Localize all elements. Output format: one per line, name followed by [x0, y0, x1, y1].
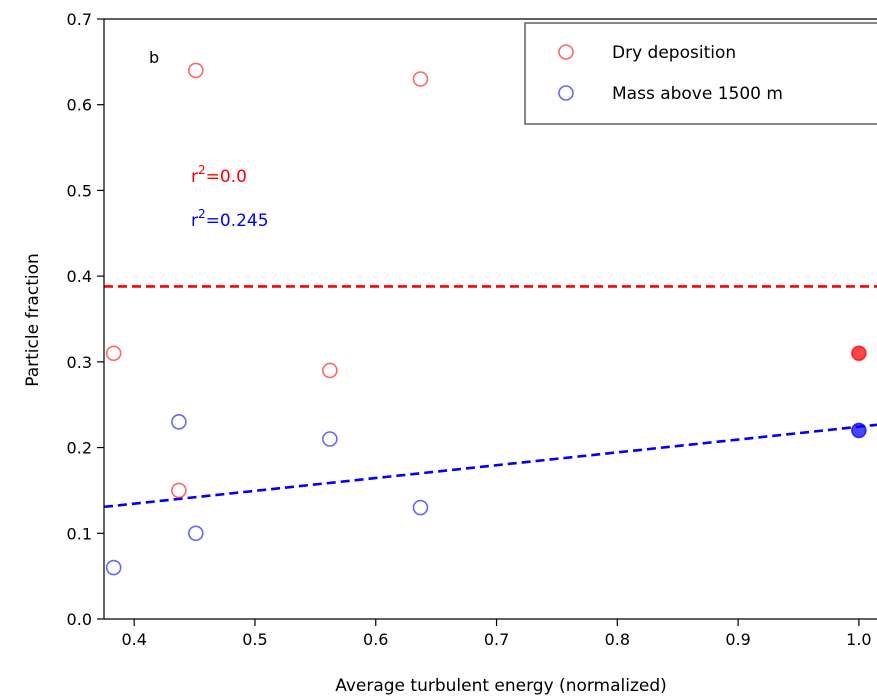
y-tick-label-3: 0.2 [67, 439, 92, 458]
legend-marker-dry-deposition [558, 44, 574, 60]
data-point-mass-above-1500-m-1 [105, 559, 122, 576]
r2-mass-exponent: 2 [198, 207, 206, 221]
svg-text:r2=0.0: r2=0.0 [191, 163, 247, 187]
axes: 0.4 0.5 0.6 0.7 0.8 0.9 1.0 0.0 0.1 0.2 0.3 0.4 0.5 0… [67, 10, 877, 649]
x-tick-label-6: 0.9 [725, 630, 750, 649]
y-tick-label-4: 0.3 [67, 353, 92, 372]
svg-text:r2=0.245: r2=0.245 [191, 207, 269, 231]
data-point-dry-deposition-1 [105, 345, 122, 362]
legend-label-mass-above-1500m: Mass above 1500 m [612, 84, 783, 104]
legend-box [524, 22, 877, 125]
x-tick-label-7: 1.0 [846, 630, 871, 649]
y-tick-label-1: 0.0 [67, 610, 92, 629]
r2-dry-r: r [191, 167, 198, 187]
r2-mass-value: =0.245 [206, 211, 269, 231]
data-point-dry-deposition-filled-1 [851, 345, 867, 362]
r2-dry-exponent: 2 [198, 163, 206, 177]
y-tick-label-7: 0.6 [67, 96, 92, 115]
data-point-mass-above-1500-m-4 [322, 431, 338, 447]
legend-marker-mass-above-1500m [558, 85, 574, 101]
r2-annotation-mass-above-1500m: r2=0.245 [191, 207, 269, 231]
data-point-dry-deposition-4 [322, 362, 338, 379]
y-tick-label-2: 0.1 [67, 524, 92, 543]
data-point-dry-deposition-3 [187, 62, 204, 79]
y-axis-label: Particle fraction [23, 253, 43, 387]
y-tick-label-6: 0.5 [67, 181, 92, 200]
x-tick-label-4: 0.7 [484, 630, 509, 649]
r2-dry-value: =0.0 [206, 167, 247, 187]
y-tick-label-5: 0.4 [67, 267, 92, 286]
legend: Dry deposition Mass above 1500 m [524, 22, 877, 125]
fit-line-mass-above-1500-m [103, 423, 877, 509]
legend-label-dry-deposition: Dry deposition [612, 43, 736, 63]
data-point-dry-deposition-2 [171, 482, 187, 499]
data-point-mass-above-1500-m-3 [187, 525, 204, 542]
plot-area [103, 62, 877, 576]
data-point-dry-deposition-5 [412, 71, 429, 87]
x-tick-label-1: 0.4 [121, 630, 146, 649]
x-tick-label-3: 0.6 [363, 630, 388, 649]
panel-label: b [149, 48, 159, 67]
x-axis-label: Average turbulent energy (normalized) [335, 676, 667, 696]
data-point-mass-above-1500-m-2 [171, 414, 187, 430]
data-point-mass-above-1500-m-filled-1 [851, 422, 867, 439]
data-point-mass-above-1500-m-5 [412, 499, 429, 516]
r2-annotation-dry-deposition: r2=0.0 [191, 163, 247, 187]
x-tick-label-5: 0.8 [605, 630, 630, 649]
r2-mass-r: r [191, 211, 198, 231]
y-tick-label-8: 0.7 [67, 10, 92, 29]
x-tick-label-2: 0.5 [242, 630, 267, 649]
